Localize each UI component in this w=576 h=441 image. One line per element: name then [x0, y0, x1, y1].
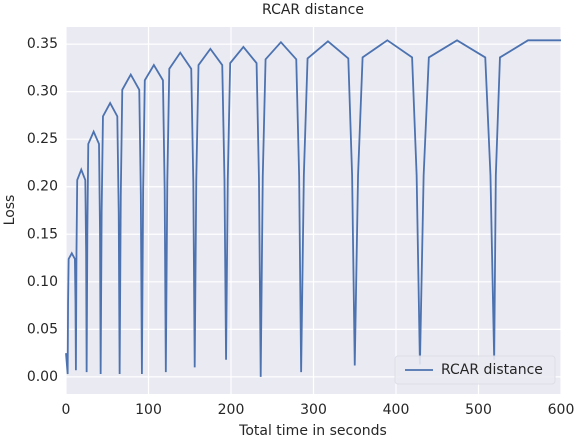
legend-box: [394, 355, 556, 385]
x-tick-label: 200: [218, 402, 245, 418]
chart-title: RCAR distance: [262, 2, 364, 18]
y-tick-label: 0.10: [27, 274, 58, 290]
y-tick-label: 0.05: [27, 321, 58, 337]
x-tick-label: 600: [548, 402, 575, 418]
x-tick-label: 500: [465, 402, 492, 418]
y-tick-label: 0.25: [27, 131, 58, 147]
y-tick-label: 0.20: [27, 179, 58, 195]
y-axis-label: Loss: [2, 195, 18, 226]
y-tick-label: 0.35: [27, 36, 58, 52]
x-tick-label: 300: [300, 402, 327, 418]
x-tick-label: 0: [62, 402, 71, 418]
y-tick-label: 0.15: [27, 226, 58, 242]
legend-label: RCAR distance: [441, 362, 543, 378]
x-tick-label: 100: [135, 402, 162, 418]
y-tick-label: 0.30: [27, 84, 58, 100]
x-axis-label: Total time in seconds: [238, 423, 387, 439]
y-tick-label: 0.00: [27, 369, 58, 385]
x-tick-label: 400: [383, 402, 410, 418]
line: [65, 39, 561, 377]
